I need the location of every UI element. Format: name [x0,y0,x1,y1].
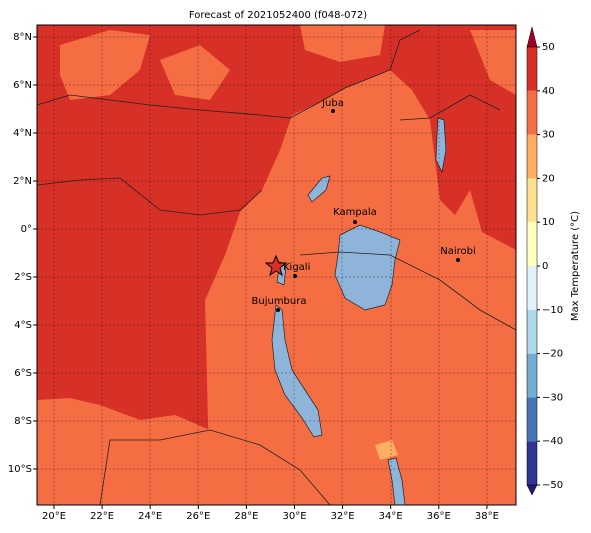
colorbar-tick-label: 10 [542,217,555,228]
colorbar-tick-label: 50 [542,42,555,53]
colorbar-tick-label: −50 [542,480,563,491]
colorbar-bin [527,178,537,223]
x-tick-label: 20°E [42,511,66,522]
map-frame [36,24,517,506]
cities: Juba Kampala Nairobi Kigali Bujumbura [252,98,476,312]
x-tick-label: 38°E [475,511,499,522]
city-label: Kampala [333,207,377,218]
colorbar-tick-label: −30 [542,392,563,403]
star-marker [264,254,288,277]
colorbar-label: Max Temperature (°C) [570,211,581,321]
y-tick-label: 8°N [13,32,32,43]
y-tick-label: 2°N [13,176,32,187]
x-tick-label: 26°E [186,511,210,522]
colorbar-bin [527,134,537,179]
city-label: Nairobi [440,246,476,257]
colorbar-bin [527,90,537,135]
y-tick-label: 6°N [13,80,32,91]
colorbar-bin [527,47,537,91]
y-tick-label: 2°S [14,272,32,283]
colorbar-low-arrow [526,484,538,496]
city-marker [276,308,280,312]
title: Forecast of 2021052400 (f048-072) [189,10,367,21]
colorbar-tick-label: 0 [542,261,548,272]
colorbar-tick-label: 40 [542,86,555,97]
x-tick-label: 32°E [331,511,355,522]
city-label: Bujumbura [252,296,307,307]
colorbar-bin [527,266,537,310]
colorbar-bin [527,441,537,485]
x-tick-label: 24°E [138,511,162,522]
y-tick-label: 6°S [14,368,32,379]
colorbar-bin [527,397,537,442]
colorbar-tick-label: 30 [542,130,555,141]
colorbar-tick-label: −10 [542,305,563,316]
colorbar-bin [527,309,537,354]
city-marker [456,258,460,262]
y-tick-label: 0° [21,224,32,235]
city-label: Juba [321,98,344,109]
x-tick-label: 28°E [234,511,258,522]
colorbar-bin [527,353,537,398]
city-marker [353,220,357,224]
colorbar-tick-label: 20 [542,173,555,184]
y-tick-label: 10°S [8,464,32,475]
colorbar-tick-label: −20 [542,349,563,360]
colorbar-bin [527,222,537,266]
y-tick-label: 8°S [14,416,32,427]
x-tick-label: 34°E [379,511,403,522]
colorbar: −50 −40 −30 −20 −10 0 10 20 30 40 50 Max Temperatur… [526,26,581,496]
map [37,25,516,505]
axis-ticks: 20°E 22°E 24°E 26°E 28°E 30°E 32°E 34°E 36°E 38°E… [8,32,499,522]
city-marker [331,109,335,113]
colorbar-high-arrow [526,26,538,48]
city-marker [293,274,297,278]
x-tick-label: 36°E [427,511,451,522]
city-label: Kigali [283,262,310,273]
y-tick-label: 4°N [13,128,32,139]
y-tick-label: 4°S [14,320,32,331]
colorbar-tick-label: −40 [542,436,563,447]
x-tick-label: 22°E [90,511,114,522]
x-tick-label: 30°E [282,511,306,522]
